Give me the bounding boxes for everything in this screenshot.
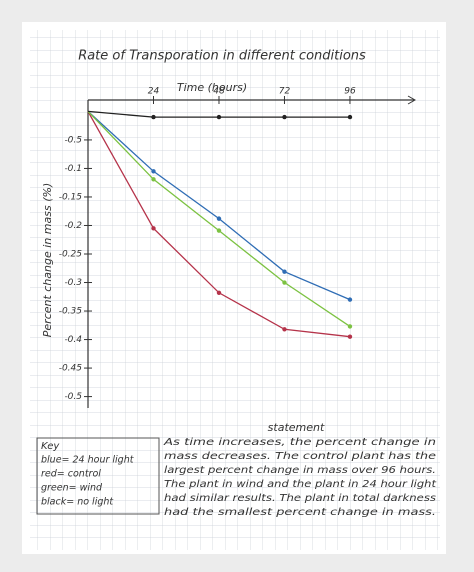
data-point [282, 114, 287, 120]
statement-line: had similar results. The plant in total … [164, 493, 436, 504]
y-tick-label: -0.3 [64, 278, 82, 288]
y-tick-label: -0.35 [59, 307, 83, 317]
data-point [151, 177, 156, 182]
x-tick-label: 72 [279, 87, 291, 97]
data-point [282, 269, 287, 274]
legend-entry: black= no light [41, 497, 114, 508]
key-title: Key [41, 441, 60, 452]
legend-entry: red= control [41, 469, 101, 480]
data-point [216, 216, 222, 221]
data-point [347, 114, 353, 120]
x-tick-label: 48 [213, 87, 225, 97]
data-point [347, 324, 353, 329]
data-point [282, 280, 287, 285]
statement-line: largest percent change in mass over 96 h… [164, 465, 436, 476]
x-axis-arrow [407, 95, 417, 105]
data-point [347, 334, 353, 339]
statement-title: statement [268, 421, 325, 434]
x-tick-label: 24 [148, 87, 160, 97]
x-axis-label: Time (hours) [177, 81, 247, 94]
data-point [347, 297, 353, 302]
y-tick-label: -0.2 [64, 221, 82, 231]
data-point [282, 327, 287, 332]
statement-line: As time increases, the percent change in [163, 437, 436, 448]
chart-title: Rate of Transporation in different condi… [78, 49, 366, 64]
legend-entry: blue= 24 hour light [41, 455, 135, 466]
data-point [216, 114, 222, 120]
statement-line: The plant in wind and the plant in 24 ho… [164, 479, 437, 490]
key-box [36, 437, 160, 515]
statement-line: had the smallest percent change in mass. [164, 507, 436, 518]
y-axis-label: Percent change in mass (%) [41, 183, 54, 337]
y-tick-label: -0.25 [59, 250, 83, 260]
y-tick-label: -0.5 [64, 135, 82, 145]
statement-line: mass decreases. The control plant has th… [164, 451, 436, 462]
y-tick-label: -0.4 [64, 335, 82, 345]
y-tick-label: -0.45 [59, 364, 83, 374]
y-tick-label: -0.15 [59, 192, 83, 202]
data-point [216, 228, 222, 233]
x-tick-label: 96 [344, 87, 356, 97]
data-point [151, 226, 156, 231]
data-point [151, 169, 156, 174]
data-point [216, 290, 222, 295]
legend-entry: green= wind [41, 483, 103, 494]
data-point [151, 114, 156, 120]
y-tick-label: -0.1 [64, 164, 82, 174]
y-tick-label: -0.5 [64, 392, 82, 402]
